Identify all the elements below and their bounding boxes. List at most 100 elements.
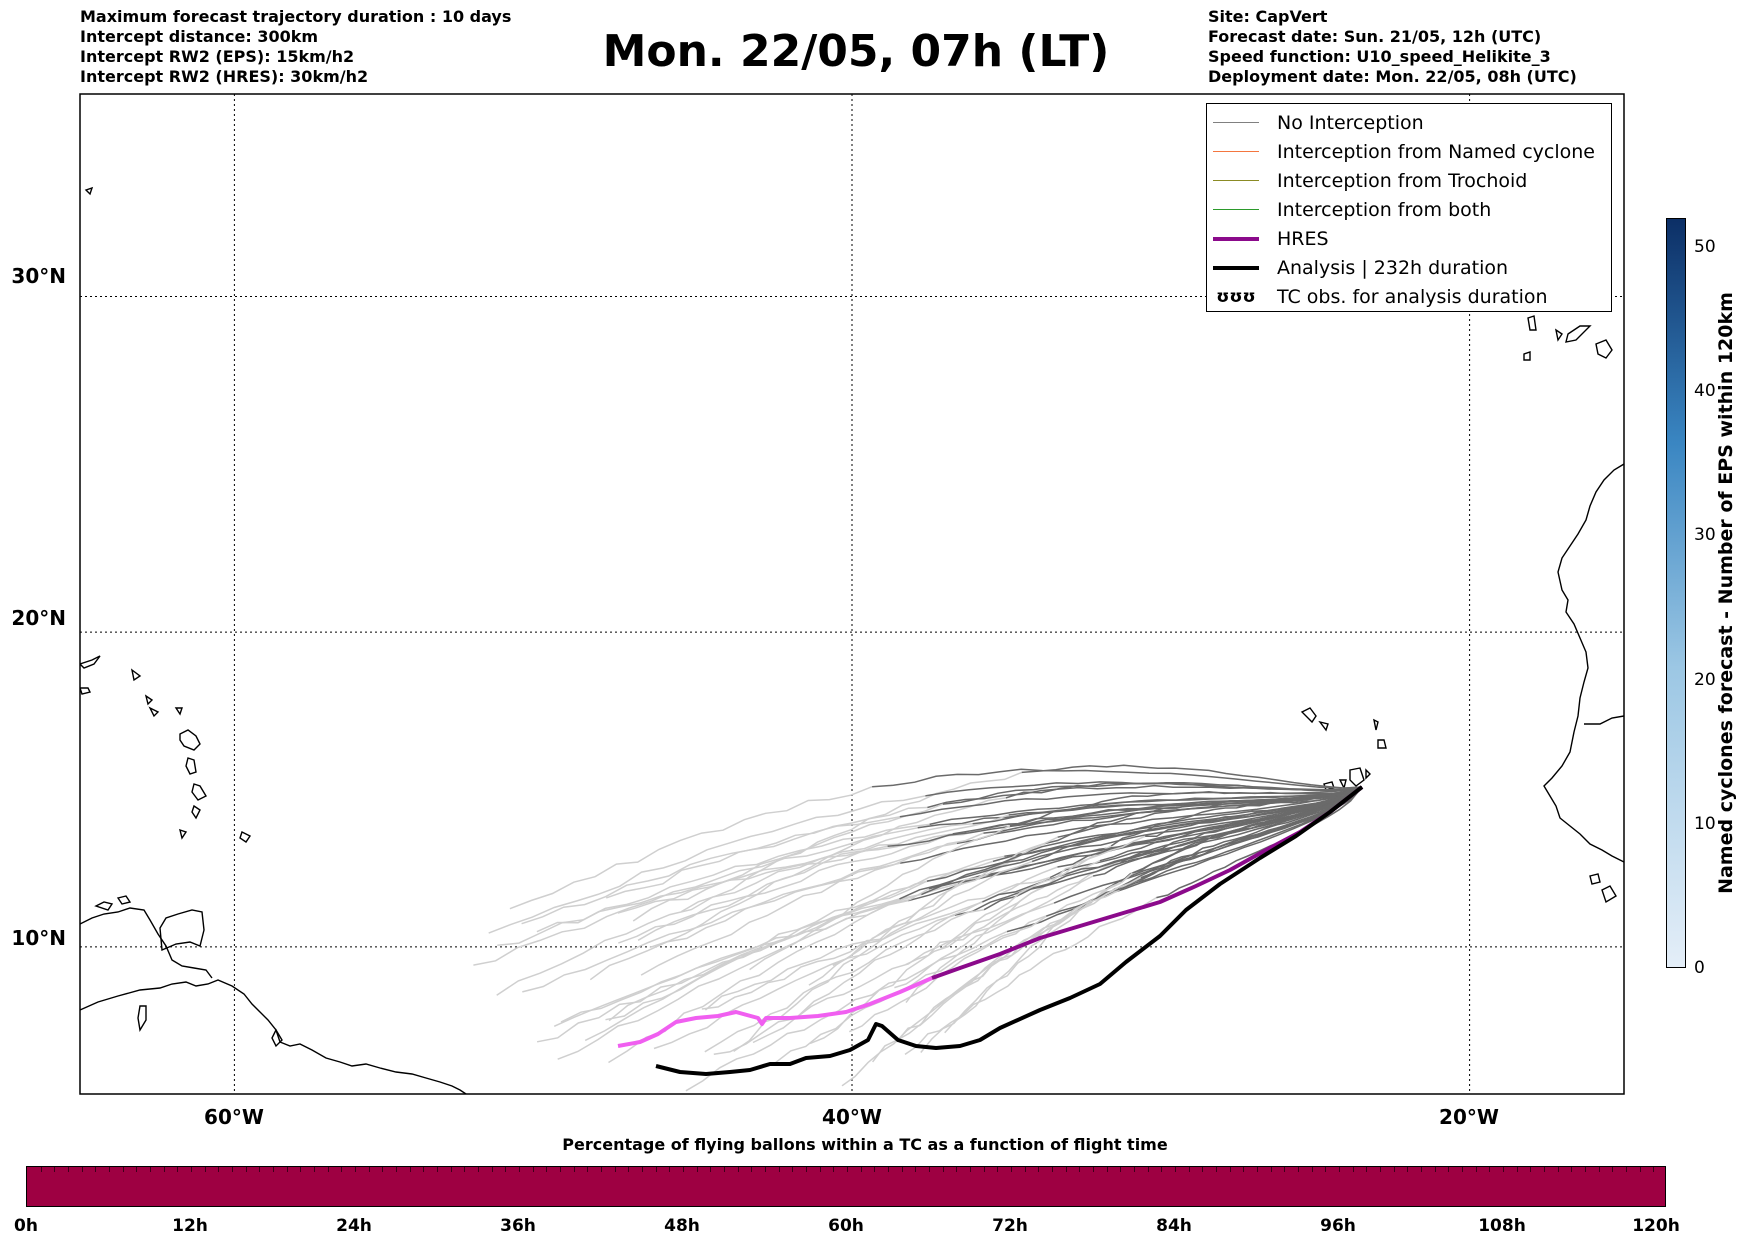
lon-label: 40°W xyxy=(822,1105,882,1129)
colorbar-division xyxy=(122,1167,124,1172)
colorbar-division xyxy=(1202,1167,1204,1172)
colorbar-division xyxy=(1270,1167,1272,1172)
legend-swatch xyxy=(1213,151,1259,152)
ensemble-trajectory xyxy=(1009,786,1363,827)
colorbar-division xyxy=(1106,1167,1108,1172)
colorbar-division xyxy=(710,1167,712,1172)
colorbar-division xyxy=(1325,1167,1327,1172)
colorbar-division xyxy=(956,1167,958,1172)
coastline-cape-verde xyxy=(1300,707,1317,724)
colorbar-division xyxy=(478,1167,479,1172)
coastline-africa-detail xyxy=(1601,885,1617,904)
ensemble-trajectory xyxy=(653,914,956,1050)
colorbar-division xyxy=(1612,1167,1614,1172)
coastline-trinidad xyxy=(159,909,205,952)
colorbar-division xyxy=(847,1167,848,1172)
coastline-cape-verde xyxy=(1373,718,1379,731)
colorbar-division xyxy=(1639,1167,1641,1172)
header-left-line: Maximum forecast trajectory duration : 1… xyxy=(80,7,512,26)
colorbar-division xyxy=(1503,1167,1504,1172)
colorbar-division xyxy=(327,1167,329,1172)
legend-label: Analysis | 232h duration xyxy=(1277,256,1509,279)
colorbar-division xyxy=(1120,1167,1122,1172)
colorbar-division xyxy=(505,1167,507,1172)
header-right-line: Site: CapVert xyxy=(1208,7,1328,26)
ensemble-trajectory xyxy=(1132,786,1363,874)
coastline-canary xyxy=(1527,315,1537,331)
colorbar-division xyxy=(355,1167,356,1172)
colorbar-division xyxy=(95,1167,97,1172)
legend-label: Interception from both xyxy=(1277,198,1492,221)
page-title: Mon. 22/05, 07h (LT) xyxy=(602,26,1110,77)
colorbar-flight-time xyxy=(26,1166,1666,1207)
colorbar-bottom-tick: 120h xyxy=(1632,1216,1680,1236)
coastline-antilles xyxy=(144,694,154,706)
colorbar-division xyxy=(491,1167,493,1172)
colorbar-cyclone-count xyxy=(1666,218,1686,968)
ensemble-trajectory xyxy=(733,860,1033,1053)
coastline-cape-verde xyxy=(1318,720,1329,732)
colorbar-division xyxy=(683,1167,684,1172)
coastline-antilles xyxy=(130,668,142,682)
coastline-antilles xyxy=(191,804,201,820)
ensemble-trajectory xyxy=(929,786,1363,826)
coastline-venezuela xyxy=(80,907,213,979)
ensemble-trajectory xyxy=(618,814,1009,944)
coastline-canary xyxy=(1565,325,1592,343)
legend-item-analysis: Analysis | 232h duration xyxy=(1207,253,1611,282)
ensemble-trajectory xyxy=(522,862,901,993)
colorbar-division xyxy=(1311,1167,1313,1172)
coastline-canary xyxy=(1595,339,1613,359)
ensemble-trajectory xyxy=(560,893,922,1023)
colorbar-right-label: Named cyclones forecast - Number of EPS … xyxy=(1715,292,1737,894)
colorbar-division xyxy=(54,1167,56,1172)
colorbar-bottom-tick: 60h xyxy=(828,1216,864,1236)
header-left-info: Maximum forecast trajectory duration : 1… xyxy=(80,7,511,87)
colorbar-right-tick: 30 xyxy=(1694,525,1716,545)
ensemble-trajectory xyxy=(557,898,900,1060)
legend-item-hres: HRES xyxy=(1207,224,1611,253)
legend-swatch xyxy=(1213,122,1259,123)
colorbar-division xyxy=(1626,1167,1627,1172)
colorbar-division xyxy=(1011,1167,1012,1172)
header-right-line: Forecast date: Sun. 21/05, 12h (UTC) xyxy=(1208,27,1542,46)
ensemble-trajectory xyxy=(605,880,928,1021)
colorbar-division xyxy=(368,1167,370,1172)
colorbar-right-tick: 20 xyxy=(1694,670,1716,690)
coastline-cape-verde xyxy=(1338,779,1347,791)
colorbar-division xyxy=(1366,1167,1368,1172)
colorbar-division xyxy=(792,1167,794,1172)
ensemble-trajectory xyxy=(905,835,1146,966)
header-right-line: Deployment date: Mon. 22/05, 08h (UTC) xyxy=(1208,67,1577,86)
colorbar-division xyxy=(1038,1167,1040,1172)
ensemble-trajectory xyxy=(488,795,926,934)
lat-label: 30°N xyxy=(11,264,66,288)
coastline-antilles xyxy=(191,783,207,801)
colorbar-division xyxy=(970,1167,971,1172)
legend-item-trochoid: Interception from Trochoid xyxy=(1207,166,1611,195)
colorbar-right-tick: 0 xyxy=(1694,958,1705,978)
colorbar-division xyxy=(1380,1167,1381,1172)
colorbar-division xyxy=(1093,1167,1094,1172)
ensemble-trajectory xyxy=(1140,786,1363,879)
colorbar-bottom-tick: 96h xyxy=(1320,1216,1356,1236)
ensemble-trajectory xyxy=(713,902,1055,1055)
colorbar-division xyxy=(915,1167,917,1172)
ensemble-trajectory xyxy=(496,823,973,996)
colorbar-division xyxy=(655,1167,657,1172)
ensemble-trajectory xyxy=(749,825,1011,971)
ensemble-trajectory xyxy=(905,845,1112,1004)
colorbar-division xyxy=(532,1167,534,1172)
colorbar-division xyxy=(929,1167,930,1172)
colorbar-division xyxy=(1557,1167,1559,1172)
coastline-africa-detail xyxy=(1589,873,1601,885)
ensemble-trajectory xyxy=(894,875,1094,989)
colorbar-division xyxy=(136,1167,138,1172)
legend-swatch xyxy=(1213,209,1259,210)
lat-label: 20°N xyxy=(11,606,66,630)
ensemble-trajectory xyxy=(887,786,1363,847)
cyclone-symbol-icon: ʊʊʊ xyxy=(1216,286,1256,307)
ensemble-trajectory xyxy=(1145,786,1363,838)
lon-label: 60°W xyxy=(204,1105,264,1129)
colorbar-division xyxy=(1229,1167,1231,1172)
